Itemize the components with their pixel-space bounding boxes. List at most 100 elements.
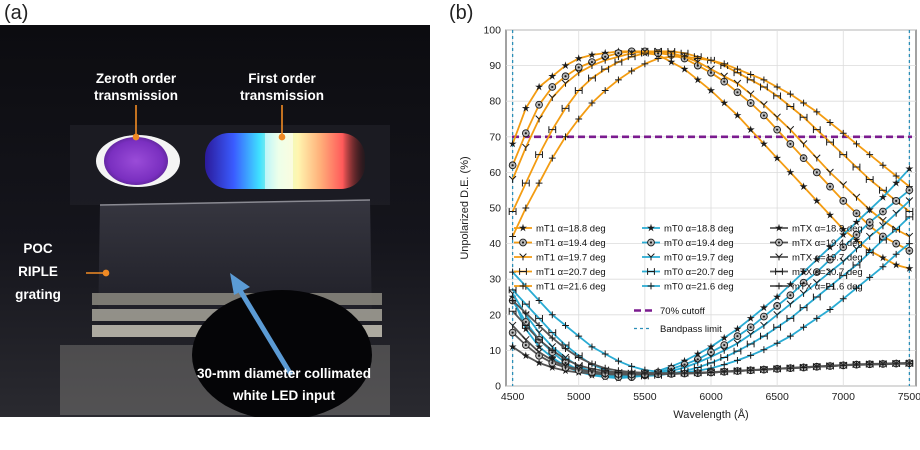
data-point [707,86,715,94]
data-point [865,205,874,214]
data-point [852,230,861,239]
data-point [548,311,556,319]
data-point [773,365,781,373]
data-point [733,88,742,97]
data-point [588,61,596,69]
data-point [562,133,569,141]
data-point [879,161,887,169]
legend-marker [519,282,527,290]
y-axis-label: Unpolarized D.E. (%) [459,156,471,259]
data-point [799,154,808,163]
data-point [773,113,781,121]
data-point [720,354,729,361]
data-point [509,297,517,304]
data-point [707,56,715,64]
data-point [826,243,834,251]
x-tick-label: 7500 [898,391,920,403]
data-point [905,232,914,240]
data-point [746,340,755,348]
data-point [574,365,583,373]
legend-label: mT0 α=21.6 deg [664,282,734,293]
data-point [786,280,795,288]
legend-marker [647,268,655,275]
data-point [799,304,808,312]
data-point [733,324,742,333]
data-point [746,76,755,84]
data-point [535,322,543,329]
legend-marker [775,282,783,290]
data-point [548,356,557,364]
data-point [535,336,543,344]
data-point [826,306,834,313]
legend-label: mT0 α=19.4 deg [664,238,734,249]
data-point [707,342,715,351]
data-point [786,332,794,340]
legend-bandpass-label: Bandpass limit [660,324,722,335]
data-point [852,235,861,244]
data-point [905,213,914,221]
data-point [892,209,900,217]
legend-label: mT0 α=18.8 deg [664,224,734,235]
data-point [574,63,583,72]
data-point [615,367,622,375]
x-tick-label: 4500 [501,391,525,403]
y-tick-label: 10 [489,345,501,357]
data-point [878,193,887,201]
data-point [535,328,543,336]
data-point [812,168,821,177]
data-point [746,99,755,107]
data-point [839,197,848,205]
data-point [839,225,848,233]
data-point [799,289,808,297]
data-point [905,264,914,272]
data-point [654,47,662,55]
data-point [905,186,914,195]
x-tick-label: 6500 [765,391,789,403]
data-point [852,163,861,171]
legend-label: mTX α=20.7 deg [792,267,863,278]
data-point [786,314,795,322]
data-point [866,151,874,158]
data-point [522,204,530,212]
data-point [865,246,874,255]
legend-label: mT1 α=18.8 deg [536,224,606,235]
input-label-1: 30-mm diameter collimated [197,366,371,381]
data-point [786,103,795,110]
y-tick-label: 20 [489,309,501,321]
data-point [865,176,874,183]
data-point [521,300,530,308]
data-point [720,98,729,107]
y-tick-label: 40 [489,238,501,250]
data-point [588,360,596,368]
data-point [812,268,821,276]
data-point [839,295,847,303]
data-point [852,193,861,201]
data-point [786,125,795,134]
data-point [879,263,887,271]
data-point [615,76,622,84]
data-point [734,367,741,375]
data-point [574,361,583,369]
data-point [826,138,834,146]
data-point [812,293,821,301]
data-point [707,369,715,376]
data-point [839,361,847,369]
data-point [627,53,636,61]
data-point [588,99,596,107]
data-point [521,129,530,138]
y-tick-label: 50 [489,203,501,215]
data-point [826,362,834,370]
data-point [839,257,848,265]
data-point [548,83,557,91]
data-point [746,314,755,322]
data-point [747,351,755,359]
legend-label: mTX α=19.4 deg [792,238,863,249]
data-point [667,57,676,66]
legend-marker [519,268,527,275]
data-point [746,330,755,338]
data-point [521,179,530,187]
data-point [707,353,715,361]
data-point [641,369,649,377]
data-point [746,323,755,332]
data-point [561,355,570,363]
